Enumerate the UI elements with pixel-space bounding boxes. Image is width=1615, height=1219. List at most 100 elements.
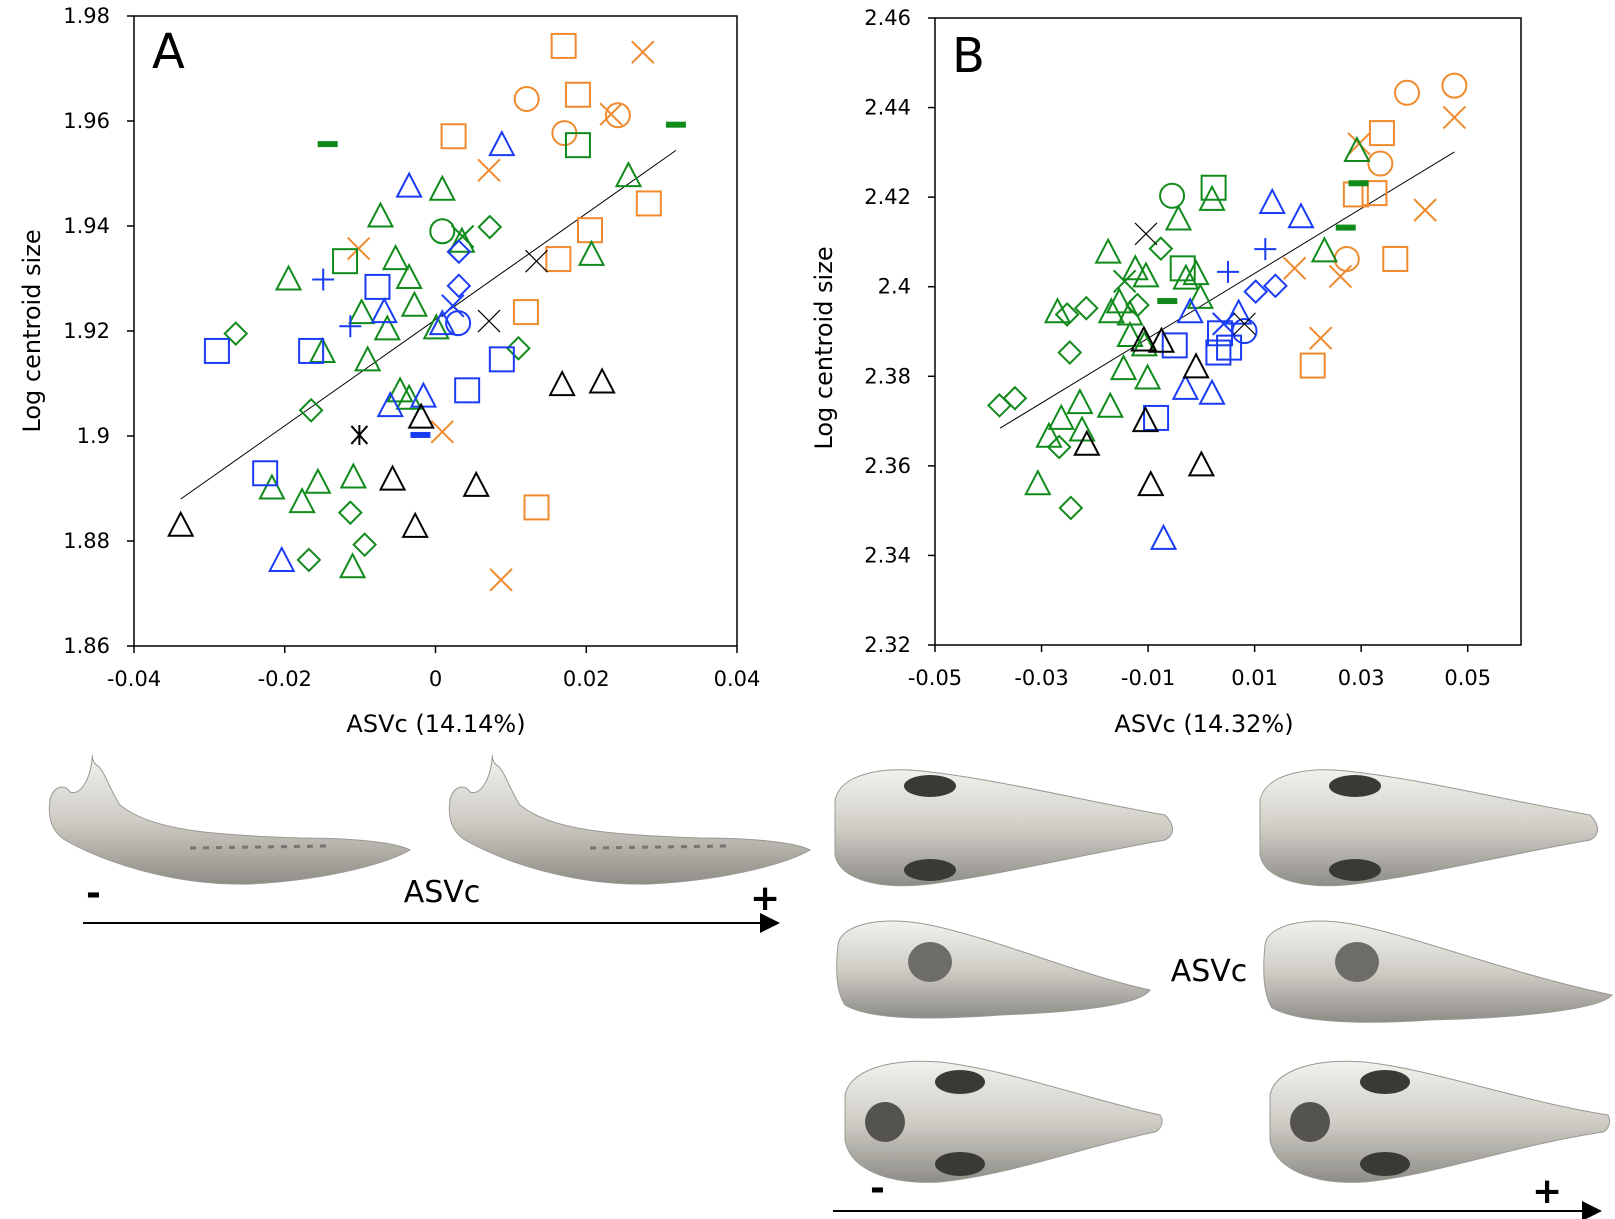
data-point-triangle [1132,261,1160,288]
data-point-triangle [1047,403,1075,430]
data-point-triangle [288,486,316,514]
data-point-triangle [448,226,476,253]
data-point-diamond [1148,236,1174,262]
data-point-triangle [1094,237,1122,264]
y-tick-label: 1.96 [63,109,110,133]
mandible-plus-label: + [750,878,780,919]
data-point-triangle [1225,298,1253,325]
y-tick-label: 1.9 [77,424,110,448]
data-point-dash [410,431,431,438]
data-point-square [1368,120,1395,147]
data-point-square [1216,334,1243,361]
x-tick-label: -0.05 [908,666,962,690]
data-point-triangle [1097,297,1125,324]
data-point-plus [339,315,362,338]
data-point-triangle [167,510,195,537]
data-point-circle [604,102,631,129]
data-point-square [1200,174,1227,201]
data-point-square [252,460,279,487]
data-point-diamond [446,273,472,299]
data-point-triangle [1287,202,1315,229]
regression-line [999,151,1455,429]
data-point-plus [1217,260,1239,283]
data-point-triangle [1130,325,1158,352]
x-tick-label: 0.03 [1338,666,1385,690]
data-point-triangle [422,313,450,340]
data-point-circle [1393,79,1420,106]
data-point-plus [312,268,335,291]
data-point-triangle [347,297,376,325]
data-point-dash [665,121,686,128]
data-point-square [635,190,662,217]
x-tick-label: 0 [429,667,442,691]
data-point-square [332,248,359,275]
data-point-square [1207,320,1234,347]
data-point-x [1308,326,1333,350]
data-point-triangle [1121,254,1149,281]
data-point-x [1282,256,1307,281]
data-point-square [550,32,577,59]
data-point-x [1328,264,1353,289]
skull-lateral-positive [1263,920,1613,1023]
data-point-triangle [378,464,407,491]
panel-label-b: B [952,28,985,84]
data-point-triangle [1105,287,1133,314]
data-point-triangle [1310,236,1339,263]
data-point-x [346,236,371,261]
y-tick-label: 2.44 [864,96,911,120]
data-point-triangle [1109,353,1138,381]
data-point-dash [317,141,338,148]
data-point-triangle [1024,469,1052,496]
data-point-triangle [614,160,643,188]
data-point-triangle [370,296,398,324]
data-point-x [1233,312,1256,336]
x-tick-label: 0.02 [563,667,610,691]
data-point-circle [1333,245,1360,272]
data-point-diamond [1262,273,1288,299]
data-point-square [440,123,467,150]
data-point-triangle [462,470,490,497]
data-point-circle [1441,72,1468,99]
data-point-triangle [1171,373,1200,400]
y-tick-label: 2.46 [864,6,911,30]
data-point-square [577,217,604,244]
y-tick-label: 1.88 [63,529,110,553]
x-tick-label: -0.01 [1121,666,1175,690]
data-point-square [488,346,515,373]
mandible-minus-label: - [86,873,101,914]
data-point-triangle [407,402,435,429]
data-point-triangle [1176,297,1204,324]
data-point-x [631,40,655,64]
data-point-triangle [373,314,401,341]
data-point-square [564,81,591,108]
data-point-triangle [381,243,410,271]
skull-plus-label: + [1532,1171,1562,1212]
data-point-diamond [477,214,503,240]
data-point-triangle [395,383,423,410]
data-point-x [477,158,501,183]
data-point-x [441,294,465,318]
data-point-diamond [1058,495,1084,521]
data-point-square [454,377,481,404]
data-point-triangle [1131,405,1160,433]
data-point-triangle [376,390,404,418]
data-point-triangle [354,345,382,372]
data-point-circle [1159,182,1186,209]
data-point-square [564,132,591,159]
data-point-square [523,494,550,521]
data-point-triangle [1116,320,1144,347]
x-tick-label: -0.03 [1014,666,1068,690]
y-axis-title-a: Log centroid size [18,229,46,432]
y-tick-label: 2.42 [864,185,911,209]
data-point-triangle [1133,363,1162,390]
data-point-circle [1367,150,1394,177]
data-point-diamond [505,335,531,361]
x-axis-title-a: ASVc (14.14%) [346,710,525,738]
data-point-diamond [352,532,378,558]
data-point-x [599,102,623,126]
data-point-triangle [1198,184,1226,211]
data-point-triangle [304,467,332,494]
data-point-circle [445,310,472,337]
data-point-square [545,246,572,273]
data-point-circle [429,218,456,245]
